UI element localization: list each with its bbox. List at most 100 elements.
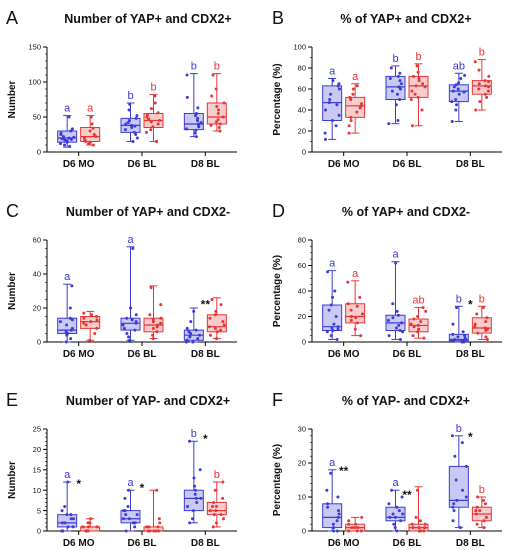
data-point	[453, 454, 457, 458]
data-point	[222, 323, 226, 327]
data-point	[346, 302, 350, 306]
data-point	[72, 517, 76, 521]
data-point	[464, 464, 468, 468]
data-point	[392, 522, 396, 526]
data-point	[355, 304, 359, 308]
data-point	[215, 337, 219, 341]
data-point	[156, 525, 160, 529]
x-tick-label: D6 MO	[328, 159, 360, 170]
data-point	[333, 289, 337, 293]
data-point	[208, 333, 212, 337]
data-point	[185, 127, 189, 131]
x-tick-label: D6 BL	[128, 159, 157, 170]
data-point	[355, 110, 359, 114]
data-point	[329, 92, 333, 96]
y-tick-label: 0	[37, 148, 41, 157]
data-point	[212, 500, 216, 504]
data-point	[221, 517, 225, 521]
data-point	[65, 323, 69, 327]
data-point	[198, 468, 202, 472]
box-blue-1: b	[120, 90, 141, 143]
box-blue-1: a	[385, 477, 406, 533]
data-point	[215, 105, 219, 108]
data-point	[95, 525, 99, 529]
data-point	[61, 521, 65, 525]
data-point	[455, 103, 459, 107]
data-point	[398, 71, 402, 75]
data-point	[133, 525, 137, 529]
y-tick-label: 150	[28, 43, 41, 52]
significance-marker: *	[468, 297, 473, 311]
data-point	[134, 313, 138, 317]
data-point	[157, 529, 161, 533]
data-point	[325, 330, 329, 334]
data-point	[336, 495, 340, 499]
x-tick-label: D8 BL	[456, 538, 485, 549]
data-point	[354, 316, 358, 320]
data-point	[208, 316, 212, 320]
data-point	[336, 509, 340, 513]
data-point	[483, 79, 487, 83]
data-point	[410, 522, 414, 526]
group-letter: b	[214, 61, 220, 73]
data-point	[85, 529, 89, 533]
data-point	[423, 85, 427, 89]
data-point	[323, 131, 327, 135]
data-point	[327, 101, 331, 105]
data-point	[485, 316, 489, 320]
box-red-2: b	[206, 469, 227, 529]
data-point	[71, 525, 75, 529]
box-red-2: b	[471, 47, 492, 112]
significance-marker: *	[203, 432, 208, 446]
panel-letter: A	[6, 8, 18, 28]
group-letter: a	[329, 66, 336, 78]
box-blue-1: a	[120, 234, 141, 342]
data-point	[450, 339, 454, 343]
data-point	[82, 136, 86, 140]
significance-marker: *	[140, 481, 145, 495]
data-point	[190, 517, 194, 521]
data-point	[355, 529, 359, 533]
group-letter: b	[479, 47, 485, 59]
data-point	[81, 525, 85, 529]
data-point	[214, 505, 218, 509]
data-point	[93, 332, 97, 335]
data-point	[398, 337, 402, 341]
data-point	[153, 101, 157, 105]
x-tick-label: D6 BL	[128, 349, 157, 360]
box-blue-2: ab	[448, 60, 469, 124]
data-point	[452, 502, 456, 506]
data-point	[348, 95, 352, 99]
data-point	[358, 295, 362, 299]
significance-marker: **	[339, 464, 349, 478]
data-point	[395, 505, 399, 509]
data-point	[474, 512, 478, 516]
data-point	[475, 312, 479, 316]
box-blue-1: b	[385, 53, 406, 126]
data-point	[475, 522, 479, 526]
data-point	[221, 496, 225, 500]
panel-title: Number of YAP+ and CDX2-	[66, 205, 230, 219]
data-point	[335, 529, 339, 533]
data-point	[387, 502, 391, 506]
data-point	[135, 114, 139, 118]
data-point	[188, 335, 192, 339]
data-point	[401, 512, 405, 516]
data-point	[215, 330, 219, 334]
y-tick-label: 15	[33, 466, 41, 475]
data-point	[70, 326, 74, 330]
data-point	[473, 325, 477, 329]
data-point	[388, 77, 392, 80]
data-point	[399, 82, 403, 86]
data-point	[194, 496, 198, 500]
y-tick-label: 0	[37, 338, 41, 347]
data-point	[125, 316, 129, 320]
group-letter: b	[456, 423, 462, 435]
data-point	[196, 116, 200, 120]
y-tick-label: 80	[298, 236, 306, 245]
data-point	[330, 326, 334, 330]
group-letter: a	[127, 234, 134, 246]
data-point	[130, 123, 134, 127]
data-point	[420, 108, 424, 112]
x-tick-label: D8 BL	[191, 538, 220, 549]
